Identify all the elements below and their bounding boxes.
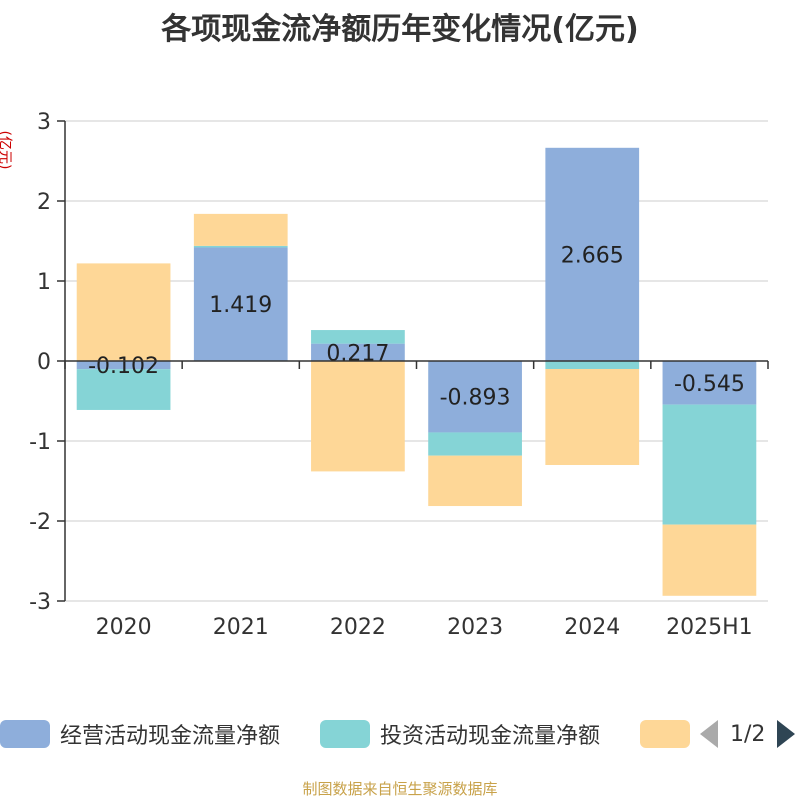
- bar-2021-series-0: [193, 247, 288, 361]
- data-label: 0.217: [326, 341, 389, 366]
- y-tick-label: 2: [37, 190, 51, 215]
- data-label: -0.102: [88, 354, 159, 379]
- data-label: -0.893: [440, 386, 511, 411]
- legend-label-investing: 投资活动现金流量净额: [380, 724, 601, 749]
- legend-item-operating[interactable]: 经营活动现金流量净额: [0, 716, 280, 752]
- bar-2024-series-0: [545, 147, 640, 361]
- legend-label-operating: 经营活动现金流量净额: [60, 724, 281, 749]
- next-page-icon[interactable]: [777, 720, 796, 748]
- chart-plot: 3 2 1 0 -1 -2 -3 -0.102 1.419 0.217 -0.893 2.665 -0.…: [29, 110, 769, 640]
- y-tick-label: -1: [29, 430, 51, 455]
- legend-pager: 1/2: [700, 716, 796, 752]
- bar-2020-series-0: [76, 361, 171, 370]
- prev-page-icon[interactable]: [700, 720, 718, 748]
- bar-2020-series-2: [76, 263, 171, 361]
- bar-2025H1-series-0: [662, 361, 757, 405]
- bar-2021-series-2: [193, 213, 288, 246]
- x-tick-label: 2025H1: [666, 615, 753, 640]
- y-tick-label: 0: [37, 350, 51, 375]
- legend: 经营活动现金流量净额 投资活动现金流量净额: [0, 716, 800, 752]
- x-tick-label: 2020: [96, 615, 152, 640]
- data-label: 1.419: [209, 293, 272, 318]
- bar-2022-series-1: [311, 330, 405, 344]
- legend-item-investing[interactable]: 投资活动现金流量净额: [320, 716, 600, 752]
- y-tick-label: -2: [29, 510, 51, 535]
- bar-2024-series-1: [545, 361, 640, 369]
- chart-title: 各项现金流净额历年变化情况(亿元): [161, 12, 639, 47]
- y-tick-label: 3: [37, 110, 51, 135]
- y-tick-label: 1: [37, 270, 51, 295]
- data-source: 制图数据来自恒生聚源数据库: [302, 780, 498, 798]
- bar-2023-series-2: [428, 455, 522, 507]
- legend-swatch-third: [640, 720, 690, 748]
- data-label: 2.665: [561, 243, 624, 268]
- x-tick-label: 2021: [213, 615, 269, 640]
- bar-2022-series-0: [311, 343, 405, 361]
- x-tick-label: 2024: [564, 615, 620, 640]
- bar-2023-series-0: [428, 361, 522, 433]
- x-tick-label: 2022: [330, 615, 386, 640]
- legend-swatch-investing: [320, 720, 370, 748]
- y-tick-label: -3: [29, 590, 51, 615]
- legend-page-indicator: 1/2: [730, 721, 766, 747]
- legend-item-third[interactable]: [640, 716, 700, 752]
- legend-swatch-operating: [0, 720, 50, 748]
- bar-2020-series-1: [76, 369, 171, 410]
- bar-2024-series-2: [545, 369, 640, 465]
- bar-2022-series-2: [311, 361, 405, 472]
- bar-2023-series-1: [428, 432, 522, 456]
- bar-2025H1-series-1: [662, 404, 757, 525]
- bar-2021-series-1: [193, 245, 288, 248]
- x-tick-label: 2023: [447, 615, 503, 640]
- bar-2025H1-series-2: [662, 524, 757, 596]
- data-label: -0.545: [674, 372, 745, 397]
